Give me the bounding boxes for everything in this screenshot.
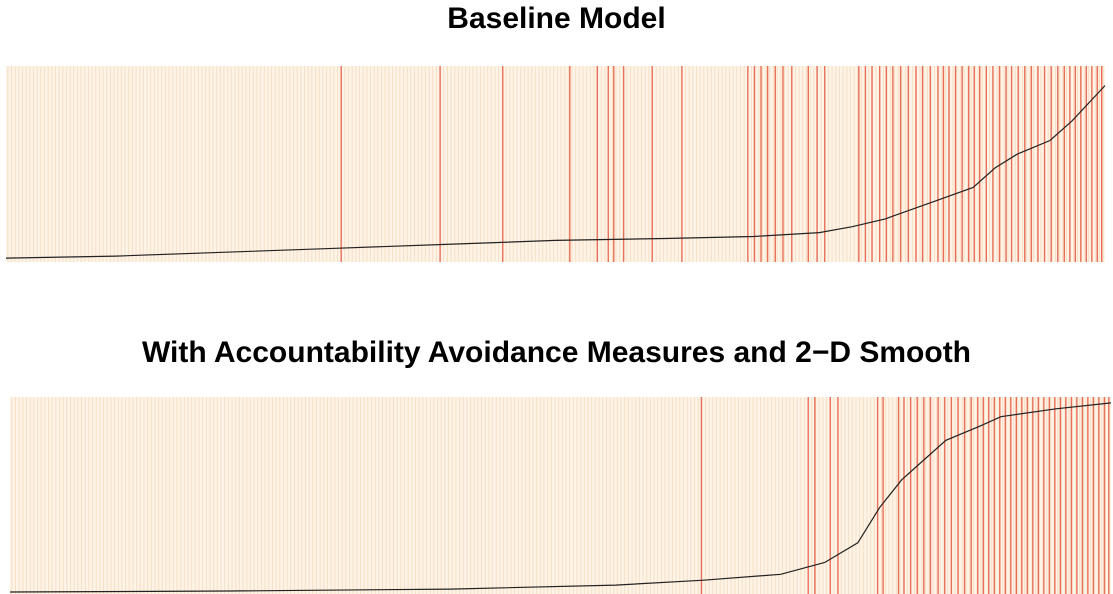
probability-curve — [5, 85, 1106, 259]
separation-plot-accountability — [9, 397, 1112, 594]
chart-title-baseline: Baseline Model — [447, 2, 666, 35]
plot-background — [6, 66, 1105, 262]
separation-plot-baseline — [5, 66, 1106, 262]
chart-title-accountability: With Accountability Avoidance Measures a… — [141, 336, 972, 369]
probability-curve — [9, 402, 1112, 593]
plot-background — [10, 397, 1111, 594]
